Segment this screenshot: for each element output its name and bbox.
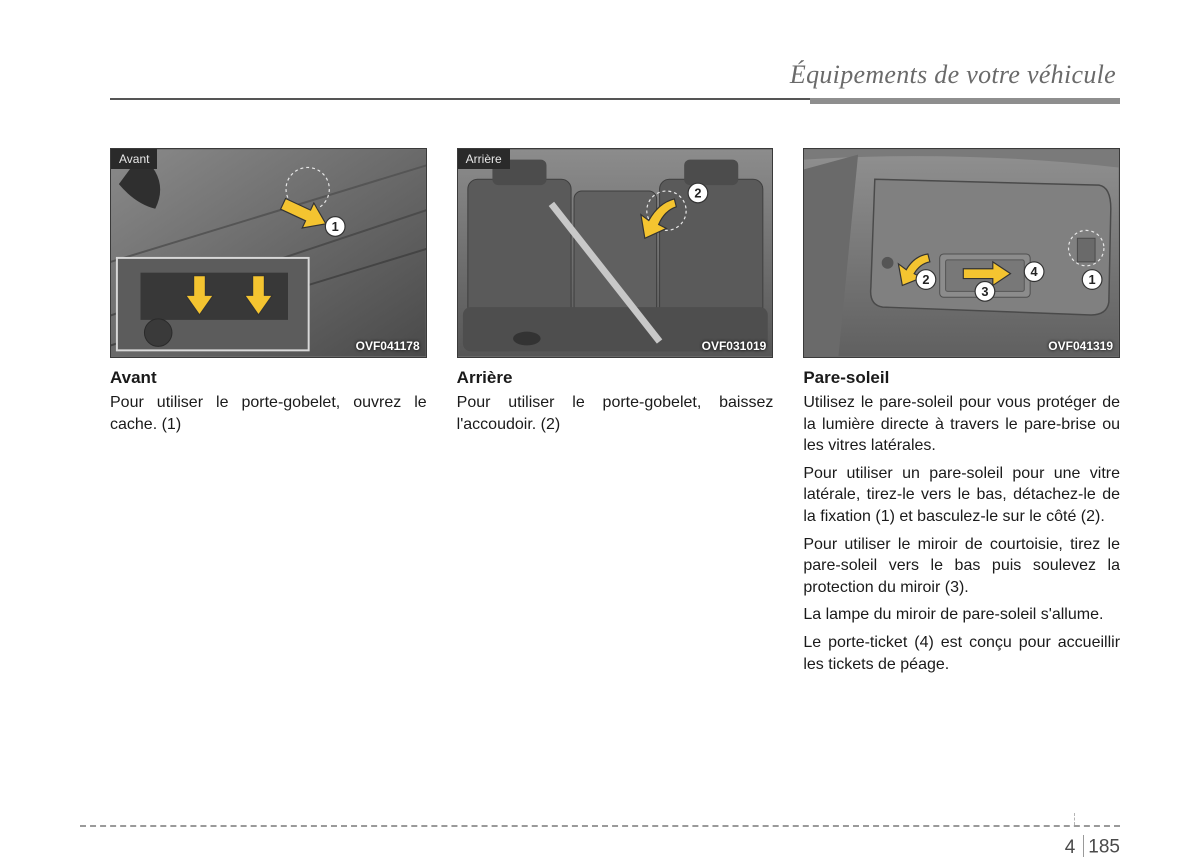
manual-page: Équipements de votre véhicule Avant: [0, 0, 1200, 861]
footer-tick: [1074, 813, 1075, 825]
svg-text:2: 2: [694, 186, 701, 201]
figure-label: Avant: [111, 149, 157, 169]
body-text-arriere: Pour utiliser le porte-gobelet, baissez …: [457, 392, 774, 435]
section-title-arriere: Arrière: [457, 368, 774, 388]
column-avant: Avant: [110, 148, 427, 681]
figure-code: OVF041178: [356, 339, 420, 353]
paragraph: Pour utiliser le miroir de courtoisie, t…: [803, 534, 1120, 599]
paragraph: Utilisez le pare-soleil pour vous protég…: [803, 392, 1120, 457]
body-text-pare-soleil: Utilisez le pare-soleil pour vous protég…: [803, 392, 1120, 675]
figure-arriere: Arrière: [457, 148, 774, 358]
svg-text:1: 1: [1089, 272, 1096, 287]
paragraph: Pour utiliser un pare-soleil pour une vi…: [803, 463, 1120, 528]
footer-rule: [80, 825, 1120, 827]
body-text-avant: Pour utiliser le porte-gobelet, ouvrez l…: [110, 392, 427, 435]
section-title-pare-soleil: Pare-soleil: [803, 368, 1120, 388]
page-header: Équipements de votre véhicule: [110, 60, 1120, 120]
column-pare-soleil: 1 2 3 4 OVF041319 Pare-soleil Utilisez l…: [803, 148, 1120, 681]
figure-label: Arrière: [458, 149, 510, 169]
figure-arriere-svg: 2: [458, 149, 773, 357]
figure-code: OVF031019: [702, 339, 767, 353]
paragraph: Pour utiliser le porte-gobelet, baissez …: [457, 392, 774, 435]
paragraph: Le porte-ticket (4) est conçu pour accue…: [803, 632, 1120, 675]
svg-text:4: 4: [1031, 264, 1039, 279]
content-columns: Avant: [110, 148, 1120, 681]
header-title: Équipements de votre véhicule: [110, 60, 1120, 96]
column-arriere: Arrière: [457, 148, 774, 681]
header-rule: [110, 98, 1120, 100]
svg-text:3: 3: [982, 284, 989, 299]
figure-avant-svg: 1: [111, 149, 426, 357]
chapter-number: 4: [1065, 837, 1082, 858]
svg-text:1: 1: [332, 219, 339, 234]
svg-text:2: 2: [923, 272, 930, 287]
figure-pare-soleil: 1 2 3 4 OVF041319: [803, 148, 1120, 358]
paragraph: La lampe du miroir de pare-soleil s'allu…: [803, 604, 1120, 626]
figure-pare-soleil-svg: 1 2 3 4: [804, 149, 1119, 357]
figure-code: OVF041319: [1048, 339, 1113, 353]
page-footer: 4185: [80, 825, 1120, 833]
paragraph: Pour utiliser le porte-gobelet, ouvrez l…: [110, 392, 427, 435]
section-title-avant: Avant: [110, 368, 427, 388]
figure-avant: Avant: [110, 148, 427, 358]
page-number: 4 185: [1065, 835, 1120, 860]
page-number-value: 185: [1088, 837, 1120, 858]
